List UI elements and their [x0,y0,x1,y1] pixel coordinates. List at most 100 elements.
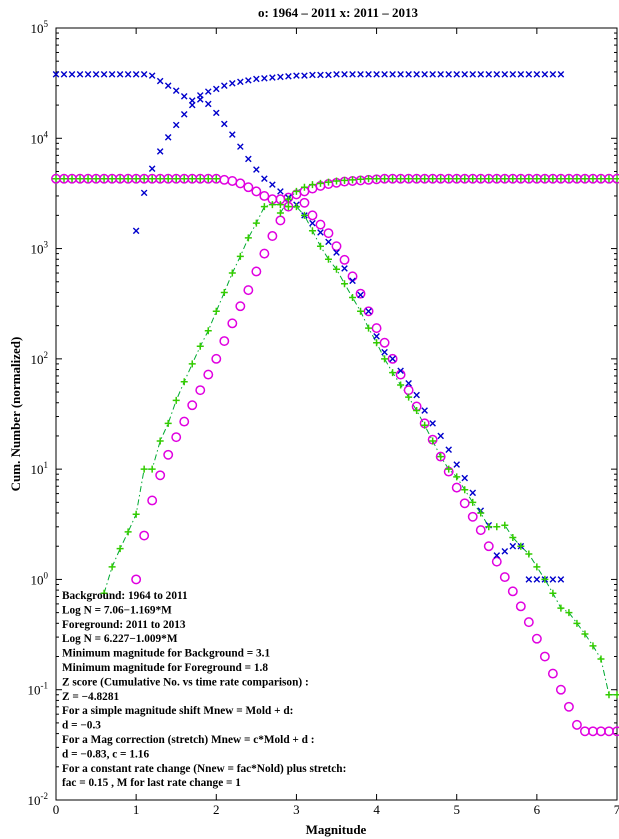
plus-marker [132,175,140,183]
plus-marker [437,175,445,183]
x-marker [469,71,477,78]
plus-marker [501,175,509,183]
x-marker [509,71,517,78]
circle-marker [147,495,158,506]
plus-marker [565,609,573,617]
x-marker [204,100,212,108]
plus-marker [533,175,541,183]
circle-marker [307,210,318,221]
plus-marker [613,175,619,183]
x-marker [557,576,565,583]
x-marker [461,71,469,78]
circle-marker [195,385,206,396]
x-marker [76,71,84,78]
plus-marker [405,175,413,183]
x-marker [124,71,132,78]
x-marker [373,333,380,340]
circle-marker [499,572,510,583]
plus-marker [605,175,613,183]
plus-marker [493,175,501,183]
plus-marker [437,453,445,461]
plus-marker [525,175,533,183]
x-marker [245,77,252,84]
plus-marker [204,175,212,183]
plus-marker [68,175,76,183]
plus-marker [308,181,316,189]
x-marker [509,542,517,550]
x-tick-label: 2 [213,802,220,817]
x-marker [365,71,372,78]
x-marker [148,165,156,172]
annotation-line: Foreground: 2011 to 2013 [62,619,186,631]
x-marker [469,489,477,497]
x-marker [84,71,92,78]
x-marker [381,348,388,356]
plus-marker [204,327,212,335]
x-marker [405,380,412,387]
plus-marker [597,655,605,663]
circle-marker [163,449,174,460]
plus-marker [292,187,300,195]
x-marker [421,71,428,78]
circle-marker [579,726,590,737]
x-marker [397,367,404,375]
x-marker [253,75,260,83]
circle-marker [179,416,190,427]
plus-marker [284,203,292,211]
plus-marker [124,528,132,536]
circle-marker [531,633,542,644]
circle-marker [235,178,246,189]
x-marker [445,71,452,78]
annotation-line: d = −0.83, c = 1.16 [62,748,149,760]
plus-marker [244,234,252,242]
plus-marker [421,421,429,429]
plus-marker [517,175,525,183]
plus-marker [573,175,581,183]
x-marker [317,229,324,236]
plus-marker [156,437,164,445]
y-tick-label: 103 [31,240,49,257]
circle-marker [243,182,254,193]
circle-marker [203,369,214,380]
x-marker [437,432,444,440]
plus-marker [276,201,284,209]
circle-marker [251,186,262,197]
annotation-line: Z = −4.8281 [62,691,119,703]
x-marker [525,71,533,78]
x-marker [52,71,60,78]
circle-marker [171,432,182,443]
plus-marker [477,509,485,517]
fit-line-upper [279,178,617,214]
plus-marker [180,175,188,183]
circle-marker [251,266,262,277]
plus-marker [445,175,453,183]
x-marker [68,71,76,78]
x-marker [196,96,204,103]
annotation-line: For a simple magnitude shift Mnew = Mold… [62,705,293,717]
circle-marker [491,556,502,567]
circle-marker [612,173,619,184]
plus-marker [333,265,340,273]
circle-marker [539,651,550,662]
plus-marker [357,307,365,315]
plus-marker [349,176,357,184]
x-marker [405,71,412,78]
circle-marker [275,215,286,226]
y-tick-label: 104 [31,129,49,146]
circle-marker [267,231,278,241]
y-tick-label: 101 [31,460,49,477]
x-marker [365,307,372,315]
x-marker [229,80,236,87]
circle-marker [211,353,222,364]
plus-marker [148,465,156,473]
x-marker [325,238,332,246]
y-tick-label: 10-2 [28,791,49,808]
plus-marker [220,288,228,296]
x-marker [164,134,172,141]
plus-marker [413,175,421,183]
plus-marker [597,175,605,183]
circle-marker [219,336,230,347]
plot-frame [55,27,618,801]
plus-marker [589,642,597,650]
